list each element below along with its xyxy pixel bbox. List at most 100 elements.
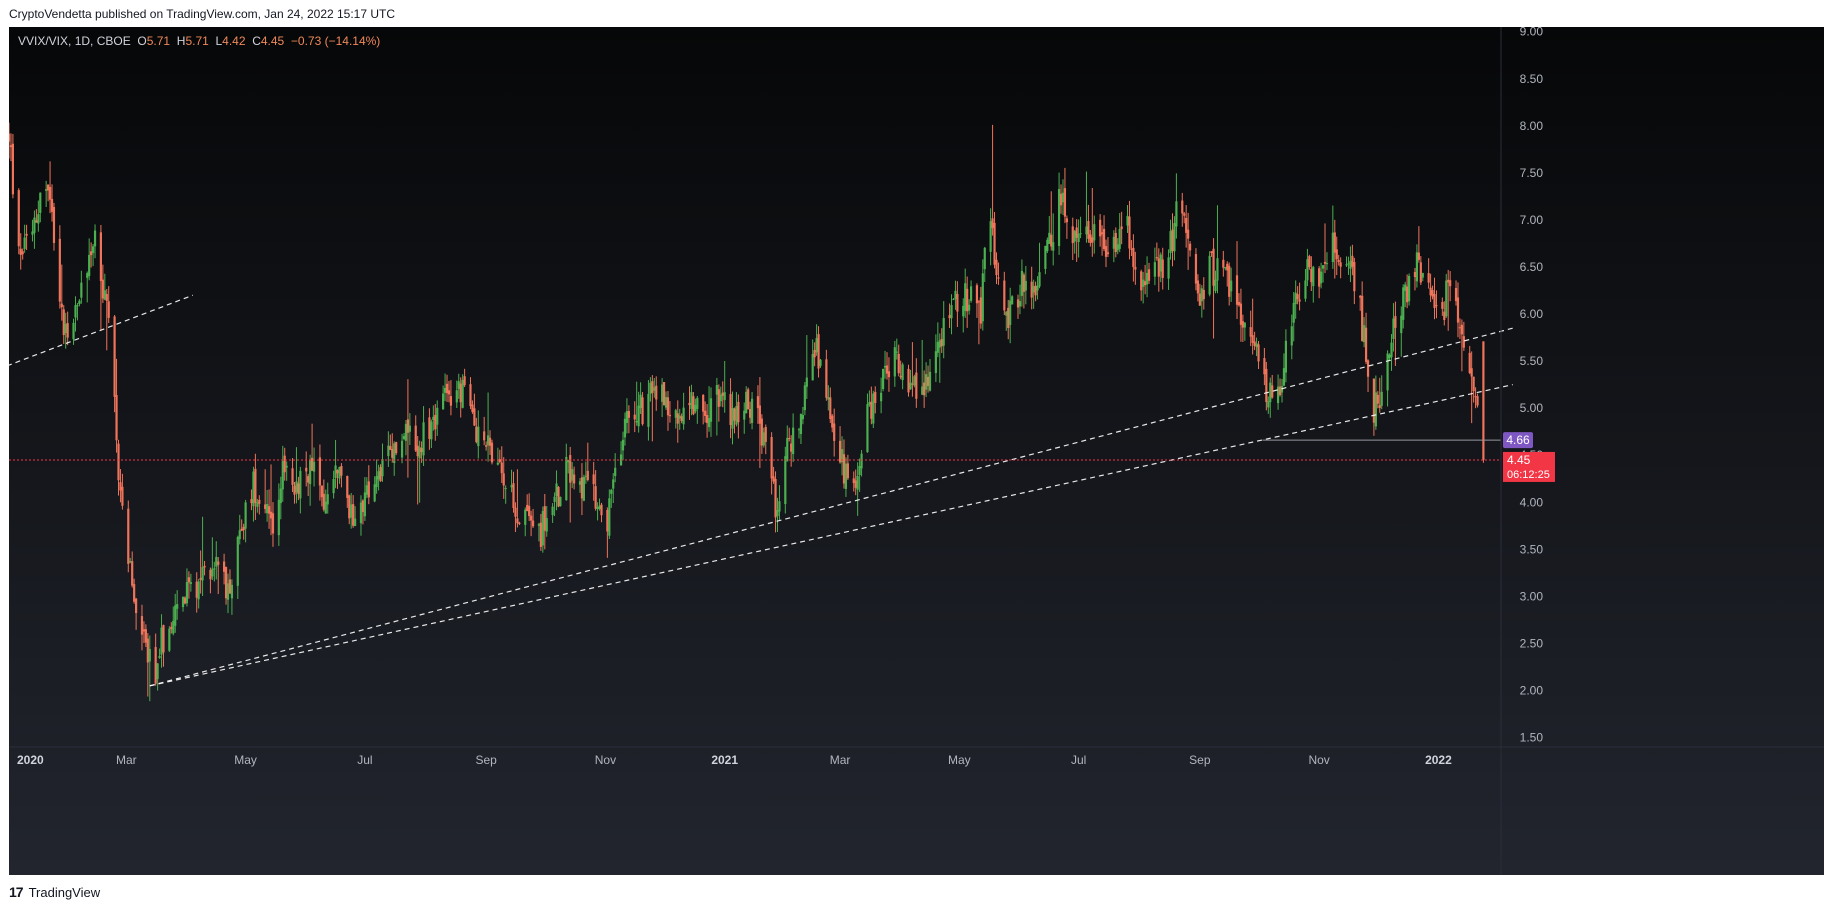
candle-body — [762, 432, 765, 446]
candle-body — [35, 220, 38, 223]
candle — [305, 451, 308, 487]
candle-body — [172, 620, 175, 634]
candle — [729, 378, 732, 439]
candle-body — [352, 504, 355, 526]
candle-body — [101, 279, 104, 299]
candle — [9, 122, 11, 159]
candle — [379, 464, 382, 482]
candle — [1106, 237, 1110, 258]
candle — [1308, 254, 1311, 270]
candle — [1474, 387, 1477, 409]
candle — [901, 362, 904, 390]
candle — [1333, 219, 1336, 279]
candle-body — [72, 322, 75, 340]
candle-body — [485, 445, 488, 447]
candle-body — [1402, 287, 1405, 320]
candle-body — [827, 397, 830, 400]
candle-body — [1376, 394, 1379, 404]
time-axis-tick-label: 2022 — [1425, 753, 1452, 767]
candle-body — [569, 455, 572, 483]
candle — [76, 303, 79, 321]
candle — [997, 262, 1000, 285]
candle — [1482, 341, 1485, 463]
candle — [127, 500, 130, 573]
candle — [518, 521, 521, 526]
candle-body — [866, 404, 869, 453]
candle — [584, 461, 587, 484]
candle — [209, 567, 212, 594]
candle-body — [486, 435, 490, 446]
candle — [842, 439, 846, 489]
candle — [414, 415, 417, 453]
candle — [1128, 200, 1131, 260]
candle — [224, 566, 228, 605]
candle — [346, 475, 349, 508]
price-axis-tick-label: 3.00 — [1520, 589, 1544, 603]
candle — [1226, 261, 1229, 287]
candlestick-chart[interactable]: 9.008.508.007.507.006.506.005.505.004.50… — [9, 27, 1824, 875]
candle — [1171, 213, 1174, 267]
candle-body — [324, 501, 327, 514]
candle-body — [86, 273, 89, 278]
candle-body — [240, 528, 243, 531]
candle — [913, 374, 916, 388]
candle — [252, 466, 255, 522]
candle — [309, 454, 312, 506]
candle-body — [1419, 262, 1422, 283]
candle-body — [1032, 286, 1035, 293]
candle-body — [1306, 259, 1309, 281]
candle-body — [1443, 311, 1446, 320]
candle-body — [598, 505, 601, 510]
candle-body — [183, 597, 187, 604]
candle-body — [1243, 322, 1246, 328]
candle — [1390, 334, 1393, 371]
candle-body — [688, 402, 691, 406]
candle — [719, 386, 722, 407]
candle-body — [1061, 192, 1065, 203]
candle-body — [1263, 358, 1266, 375]
candle — [1114, 227, 1117, 258]
candle-body — [1079, 233, 1082, 235]
candle-body — [1200, 288, 1203, 302]
candle-body — [1044, 245, 1047, 269]
candle-body — [797, 429, 801, 431]
candle-body — [236, 536, 239, 586]
candle — [923, 370, 926, 408]
candle — [461, 374, 464, 409]
candle — [1460, 319, 1463, 372]
candle-body — [573, 474, 576, 484]
candle — [709, 387, 713, 437]
candle-body — [1433, 293, 1436, 309]
candle — [1265, 361, 1268, 411]
candle — [1089, 229, 1092, 247]
candle-body — [1116, 244, 1119, 251]
candle — [578, 478, 582, 493]
candle-body — [267, 506, 271, 514]
price-axis-tick-label: 9.00 — [1520, 27, 1544, 39]
candle-body — [1112, 236, 1115, 249]
candle-body — [477, 426, 480, 447]
footer-branding[interactable]: 17 TradingView — [9, 884, 100, 900]
candle-body — [113, 316, 116, 397]
candle — [516, 469, 519, 528]
candle-body — [885, 365, 889, 374]
candle — [1388, 353, 1391, 361]
candle-body — [283, 455, 286, 473]
candle — [146, 633, 149, 697]
candle — [365, 477, 368, 499]
chart-pane[interactable]: 9.008.508.007.507.006.506.005.505.004.50… — [9, 27, 1824, 875]
symbol-legend: VVIX/VIX, 1D, CBOE O5.71 H5.71 L4.42 C4.… — [18, 34, 380, 48]
candle — [176, 590, 179, 620]
candle — [436, 400, 439, 436]
candle — [829, 387, 832, 423]
candle — [1445, 273, 1448, 318]
candle-body — [723, 392, 726, 401]
candle — [651, 375, 654, 442]
candle-body — [1282, 368, 1286, 386]
candle-body — [526, 504, 529, 512]
candle — [101, 264, 104, 304]
candle-body — [195, 581, 198, 598]
candle — [9, 133, 13, 162]
candle-body — [418, 447, 421, 459]
price-axis-tick-label: 6.50 — [1520, 260, 1544, 274]
